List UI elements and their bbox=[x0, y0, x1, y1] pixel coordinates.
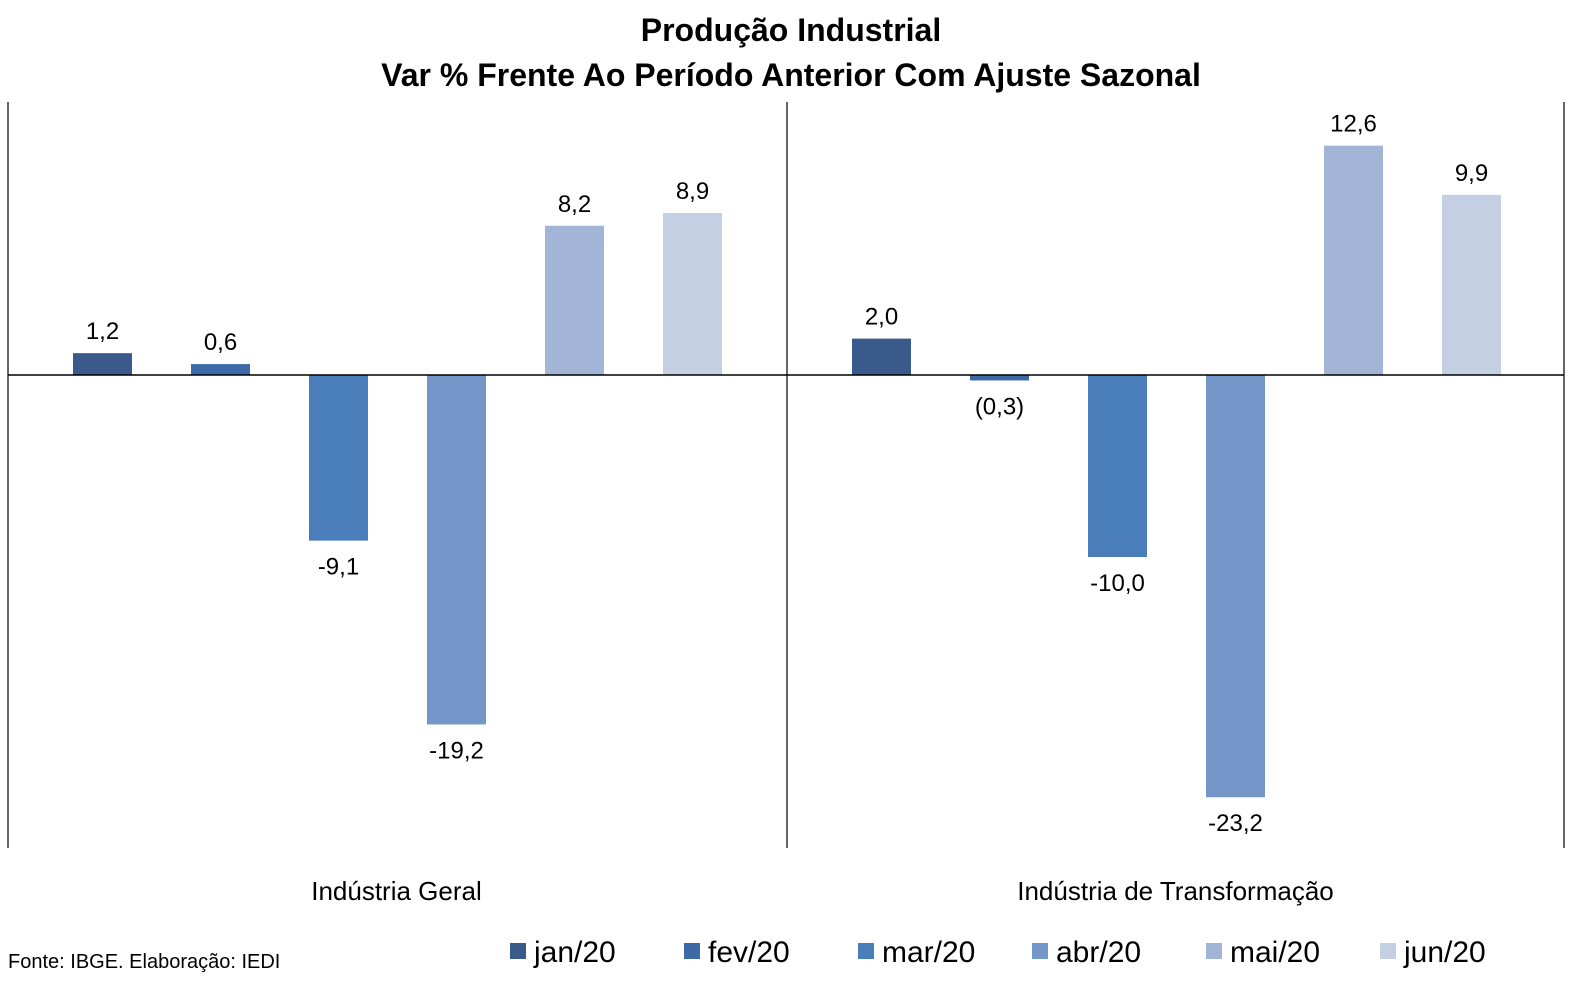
category-label: Indústria Geral bbox=[311, 876, 482, 906]
data-label: 9,9 bbox=[1455, 160, 1488, 187]
legend-swatch-jun-20 bbox=[1380, 943, 1396, 959]
bar-ind-stria-geral-mai-20 bbox=[545, 225, 604, 375]
bar-ind-stria-geral-abr-20 bbox=[427, 375, 486, 725]
legend-label: mai/20 bbox=[1230, 936, 1320, 969]
legend-label: fev/20 bbox=[708, 936, 790, 969]
data-label: (0,3) bbox=[975, 393, 1024, 420]
data-label: 8,2 bbox=[558, 191, 591, 218]
bar-ind-stria-de-transforma-o-jan-20 bbox=[852, 338, 911, 375]
legend-swatch-mai-20 bbox=[1206, 943, 1222, 959]
plot-area: 1,2 0,6 -9,1 -19,2 8,2 8,9 Indústria Geral 2,0 (… bbox=[7, 102, 1565, 906]
bar-ind-stria-geral-fev-20 bbox=[191, 364, 250, 375]
bar-ind-stria-de-transforma-o-fev-20 bbox=[970, 375, 1029, 381]
data-label: 2,0 bbox=[865, 304, 898, 331]
legend-swatch-jan-20 bbox=[510, 943, 526, 959]
data-label: 8,9 bbox=[676, 178, 709, 205]
data-label: -9,1 bbox=[318, 554, 359, 581]
data-label: -23,2 bbox=[1208, 810, 1263, 837]
chart-subtitle: Var % Frente Ao Período Anterior Com Aju… bbox=[381, 57, 1201, 93]
data-label: -19,2 bbox=[429, 737, 484, 764]
source-note: Fonte: IBGE. Elaboração: IEDI bbox=[8, 951, 280, 973]
legend-label: mar/20 bbox=[882, 936, 975, 969]
bar-ind-stria-geral-mar-20 bbox=[309, 375, 368, 541]
legend-label: jun/20 bbox=[1403, 936, 1486, 969]
bar-ind-stria-de-transforma-o-abr-20 bbox=[1206, 375, 1265, 798]
legend-label: jan/20 bbox=[533, 936, 616, 969]
data-label: 12,6 bbox=[1330, 111, 1377, 138]
legend: jan/20 fev/20 mar/20 abr/20 mai/20 jun/20 bbox=[510, 936, 1486, 969]
category-label: Indústria de Transformação bbox=[1017, 876, 1334, 906]
data-label: -10,0 bbox=[1090, 570, 1145, 597]
data-label: 1,2 bbox=[86, 318, 119, 345]
legend-label: abr/20 bbox=[1056, 936, 1141, 969]
legend-swatch-fev-20 bbox=[684, 943, 700, 959]
bar-ind-stria-de-transforma-o-jun-20 bbox=[1442, 194, 1501, 375]
legend-swatch-mar-20 bbox=[858, 943, 874, 959]
chart-title: Produção Industrial bbox=[641, 12, 941, 48]
bar-ind-stria-de-transforma-o-mar-20 bbox=[1088, 375, 1147, 557]
legend-swatch-abr-20 bbox=[1032, 943, 1048, 959]
data-label: 0,6 bbox=[204, 329, 237, 356]
bar-ind-stria-de-transforma-o-mai-20 bbox=[1324, 145, 1383, 375]
bar-ind-stria-geral-jun-20 bbox=[663, 213, 722, 375]
bar-ind-stria-geral-jan-20 bbox=[73, 353, 132, 375]
